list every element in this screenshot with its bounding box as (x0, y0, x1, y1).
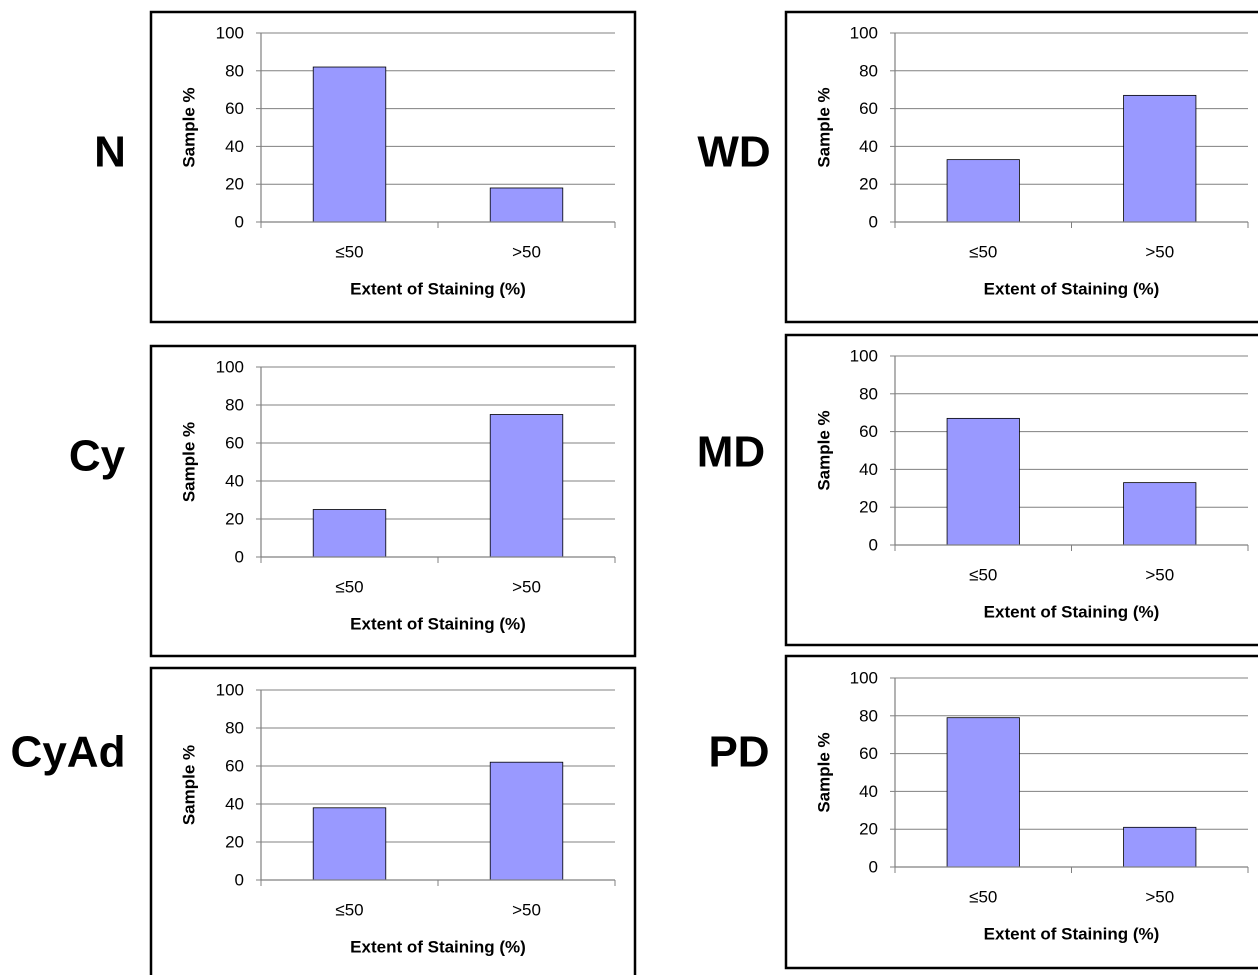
chart-frame (149, 666, 637, 975)
x-tick-label: ≤50 (335, 578, 363, 597)
bar-le50 (312, 66, 387, 223)
y-tick-label: 100 (216, 24, 244, 43)
bar-gt50 (1123, 482, 1197, 546)
bar-gt50 (1123, 826, 1197, 868)
panel-label: WD (697, 128, 770, 177)
y-tick-label: 0 (235, 871, 244, 890)
y-tick-label: 40 (859, 782, 878, 801)
chart-panel-cyad: CyAd 0 20 40 60 80 100 ≤50 >50 Extent of Staining… (11, 666, 637, 975)
chart-panel-md: MD 0 20 40 60 80 100 ≤50 >50 Extent of Staining (… (697, 333, 1258, 647)
x-axis-title: Extent of Staining (%) (350, 615, 526, 634)
chart-panel-wd: WD 0 20 40 60 80 100 ≤50 >50 Extent of Staining (… (697, 10, 1258, 324)
chart-panel-n: N 0 20 40 60 80 100 ≤50 >50 Extent of Staining (%… (94, 10, 637, 324)
y-tick-label: 60 (225, 434, 244, 453)
x-tick-label: >50 (1145, 888, 1174, 907)
y-axis-title: Sample % (180, 745, 199, 825)
y-axis-title: Sample % (180, 87, 199, 167)
y-tick-label: 80 (859, 384, 878, 403)
x-axis-title: Extent of Staining (%) (984, 280, 1160, 299)
chart-frame (784, 10, 1258, 324)
y-tick-label: 20 (859, 820, 878, 839)
x-tick-label: ≤50 (969, 566, 997, 585)
panel-label: CyAd (11, 728, 126, 777)
y-axis-title: Sample % (815, 87, 834, 167)
y-tick-label: 20 (859, 498, 878, 517)
y-tick-label: 40 (225, 795, 244, 814)
bar-le50 (312, 509, 387, 558)
y-tick-label: 20 (225, 175, 244, 194)
chart-frame (149, 10, 637, 324)
y-tick-label: 80 (225, 396, 244, 415)
panel-label: Cy (69, 432, 126, 481)
x-tick-label: >50 (512, 243, 541, 262)
x-axis-title: Extent of Staining (%) (350, 938, 526, 957)
x-tick-label: ≤50 (335, 901, 363, 920)
x-tick-label: ≤50 (969, 243, 997, 262)
y-tick-label: 60 (859, 422, 878, 441)
x-axis-title: Extent of Staining (%) (984, 925, 1160, 944)
bar-le50 (946, 417, 1020, 546)
y-tick-label: 100 (850, 669, 878, 688)
panel-label: PD (708, 728, 769, 777)
y-tick-label: 80 (225, 61, 244, 80)
y-tick-label: 80 (859, 61, 878, 80)
bar-le50 (312, 807, 387, 881)
x-axis-title: Extent of Staining (%) (350, 280, 526, 299)
y-tick-label: 80 (859, 706, 878, 725)
y-tick-label: 100 (850, 347, 878, 366)
y-tick-label: 60 (859, 99, 878, 118)
x-tick-label: >50 (512, 578, 541, 597)
y-tick-label: 40 (225, 472, 244, 491)
y-axis-title: Sample % (180, 422, 199, 502)
bar-gt50 (489, 187, 564, 223)
y-tick-label: 0 (869, 213, 878, 232)
y-tick-label: 0 (869, 536, 878, 555)
y-tick-label: 0 (869, 858, 878, 877)
y-tick-label: 100 (216, 358, 244, 377)
x-axis-title: Extent of Staining (%) (984, 603, 1160, 622)
bar-gt50 (489, 761, 564, 881)
x-tick-label: >50 (1145, 243, 1174, 262)
y-tick-label: 60 (859, 744, 878, 763)
y-tick-label: 100 (850, 24, 878, 43)
y-tick-label: 20 (859, 175, 878, 194)
bar-le50 (946, 159, 1020, 223)
y-tick-label: 40 (225, 137, 244, 156)
chart-frame (784, 333, 1258, 647)
y-tick-label: 60 (225, 99, 244, 118)
x-tick-label: ≤50 (335, 243, 363, 262)
y-tick-label: 60 (225, 757, 244, 776)
chart-frame (149, 344, 637, 658)
x-tick-label: ≤50 (969, 888, 997, 907)
bar-le50 (946, 717, 1020, 868)
y-tick-label: 0 (235, 548, 244, 567)
y-axis-title: Sample % (815, 410, 834, 490)
y-tick-label: 40 (859, 460, 878, 479)
y-tick-label: 40 (859, 137, 878, 156)
chart-panel-pd: PD 0 20 40 60 80 100 ≤50 >50 Extent of Staining (… (708, 654, 1258, 970)
chart-panel-cy: Cy 0 20 40 60 80 100 ≤50 >50 Extent of Staining (… (69, 344, 637, 658)
bar-gt50 (489, 414, 564, 558)
x-tick-label: >50 (1145, 566, 1174, 585)
y-axis-title: Sample % (815, 732, 834, 812)
y-tick-label: 20 (225, 510, 244, 529)
bar-gt50 (1123, 94, 1197, 223)
y-tick-label: 0 (235, 213, 244, 232)
x-tick-label: >50 (512, 901, 541, 920)
panel-label: N (94, 128, 126, 177)
y-tick-label: 80 (225, 719, 244, 738)
y-tick-label: 20 (225, 833, 244, 852)
chart-frame (784, 654, 1258, 970)
panel-label: MD (697, 428, 765, 477)
y-tick-label: 100 (216, 681, 244, 700)
